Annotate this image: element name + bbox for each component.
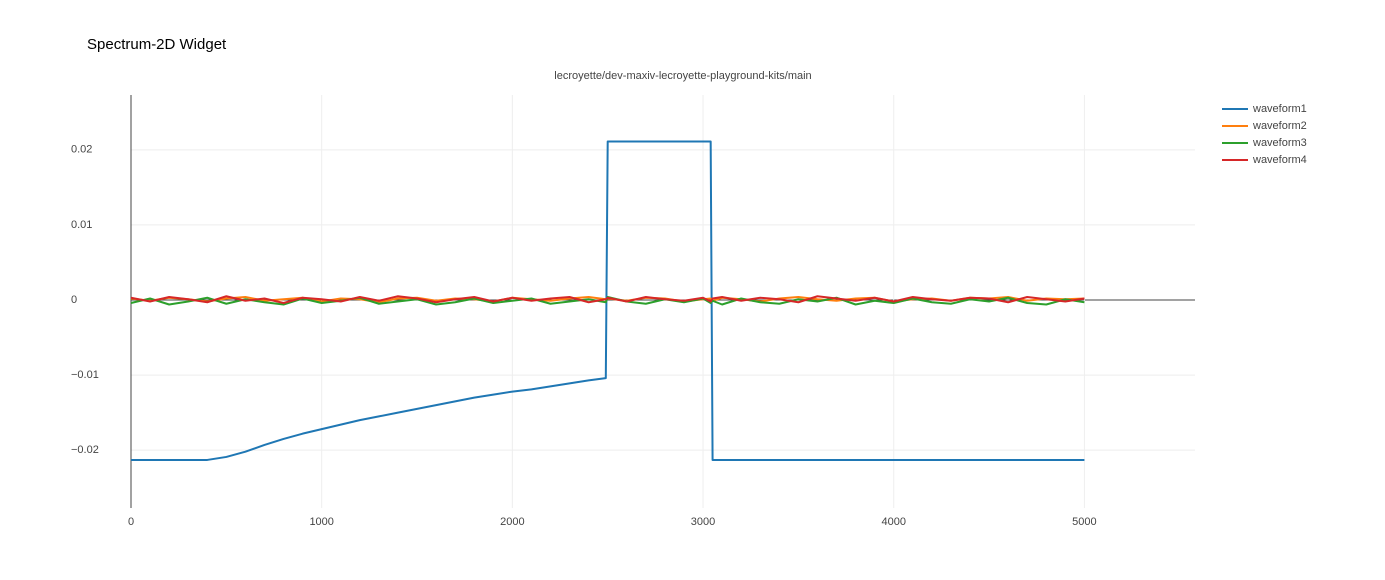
legend-label: waveform1 bbox=[1252, 103, 1307, 115]
y-tick-label: −0.02 bbox=[71, 444, 99, 456]
legend-label: waveform3 bbox=[1252, 137, 1307, 149]
series-line bbox=[131, 140, 1085, 461]
x-tick-label: 0 bbox=[128, 516, 134, 528]
y-tick-label: 0.02 bbox=[71, 144, 92, 156]
x-tick-label: 5000 bbox=[1072, 516, 1096, 528]
x-tick-label: 3000 bbox=[691, 516, 715, 528]
series-line bbox=[130, 295, 1085, 304]
x-tick-label: 1000 bbox=[309, 516, 333, 528]
x-tick-label: 2000 bbox=[500, 516, 524, 528]
y-tick-label: 0.01 bbox=[71, 219, 92, 231]
legend-label: waveform4 bbox=[1252, 154, 1307, 166]
y-tick-label: 0 bbox=[71, 294, 77, 306]
x-tick-label: 4000 bbox=[881, 516, 905, 528]
y-tick-label: −0.01 bbox=[71, 369, 99, 381]
chart-title: lecroyette/dev-maxiv-lecroyette-playgrou… bbox=[554, 70, 811, 82]
legend-label: waveform2 bbox=[1252, 120, 1307, 132]
widget-title: Spectrum-2D Widget bbox=[87, 36, 227, 53]
